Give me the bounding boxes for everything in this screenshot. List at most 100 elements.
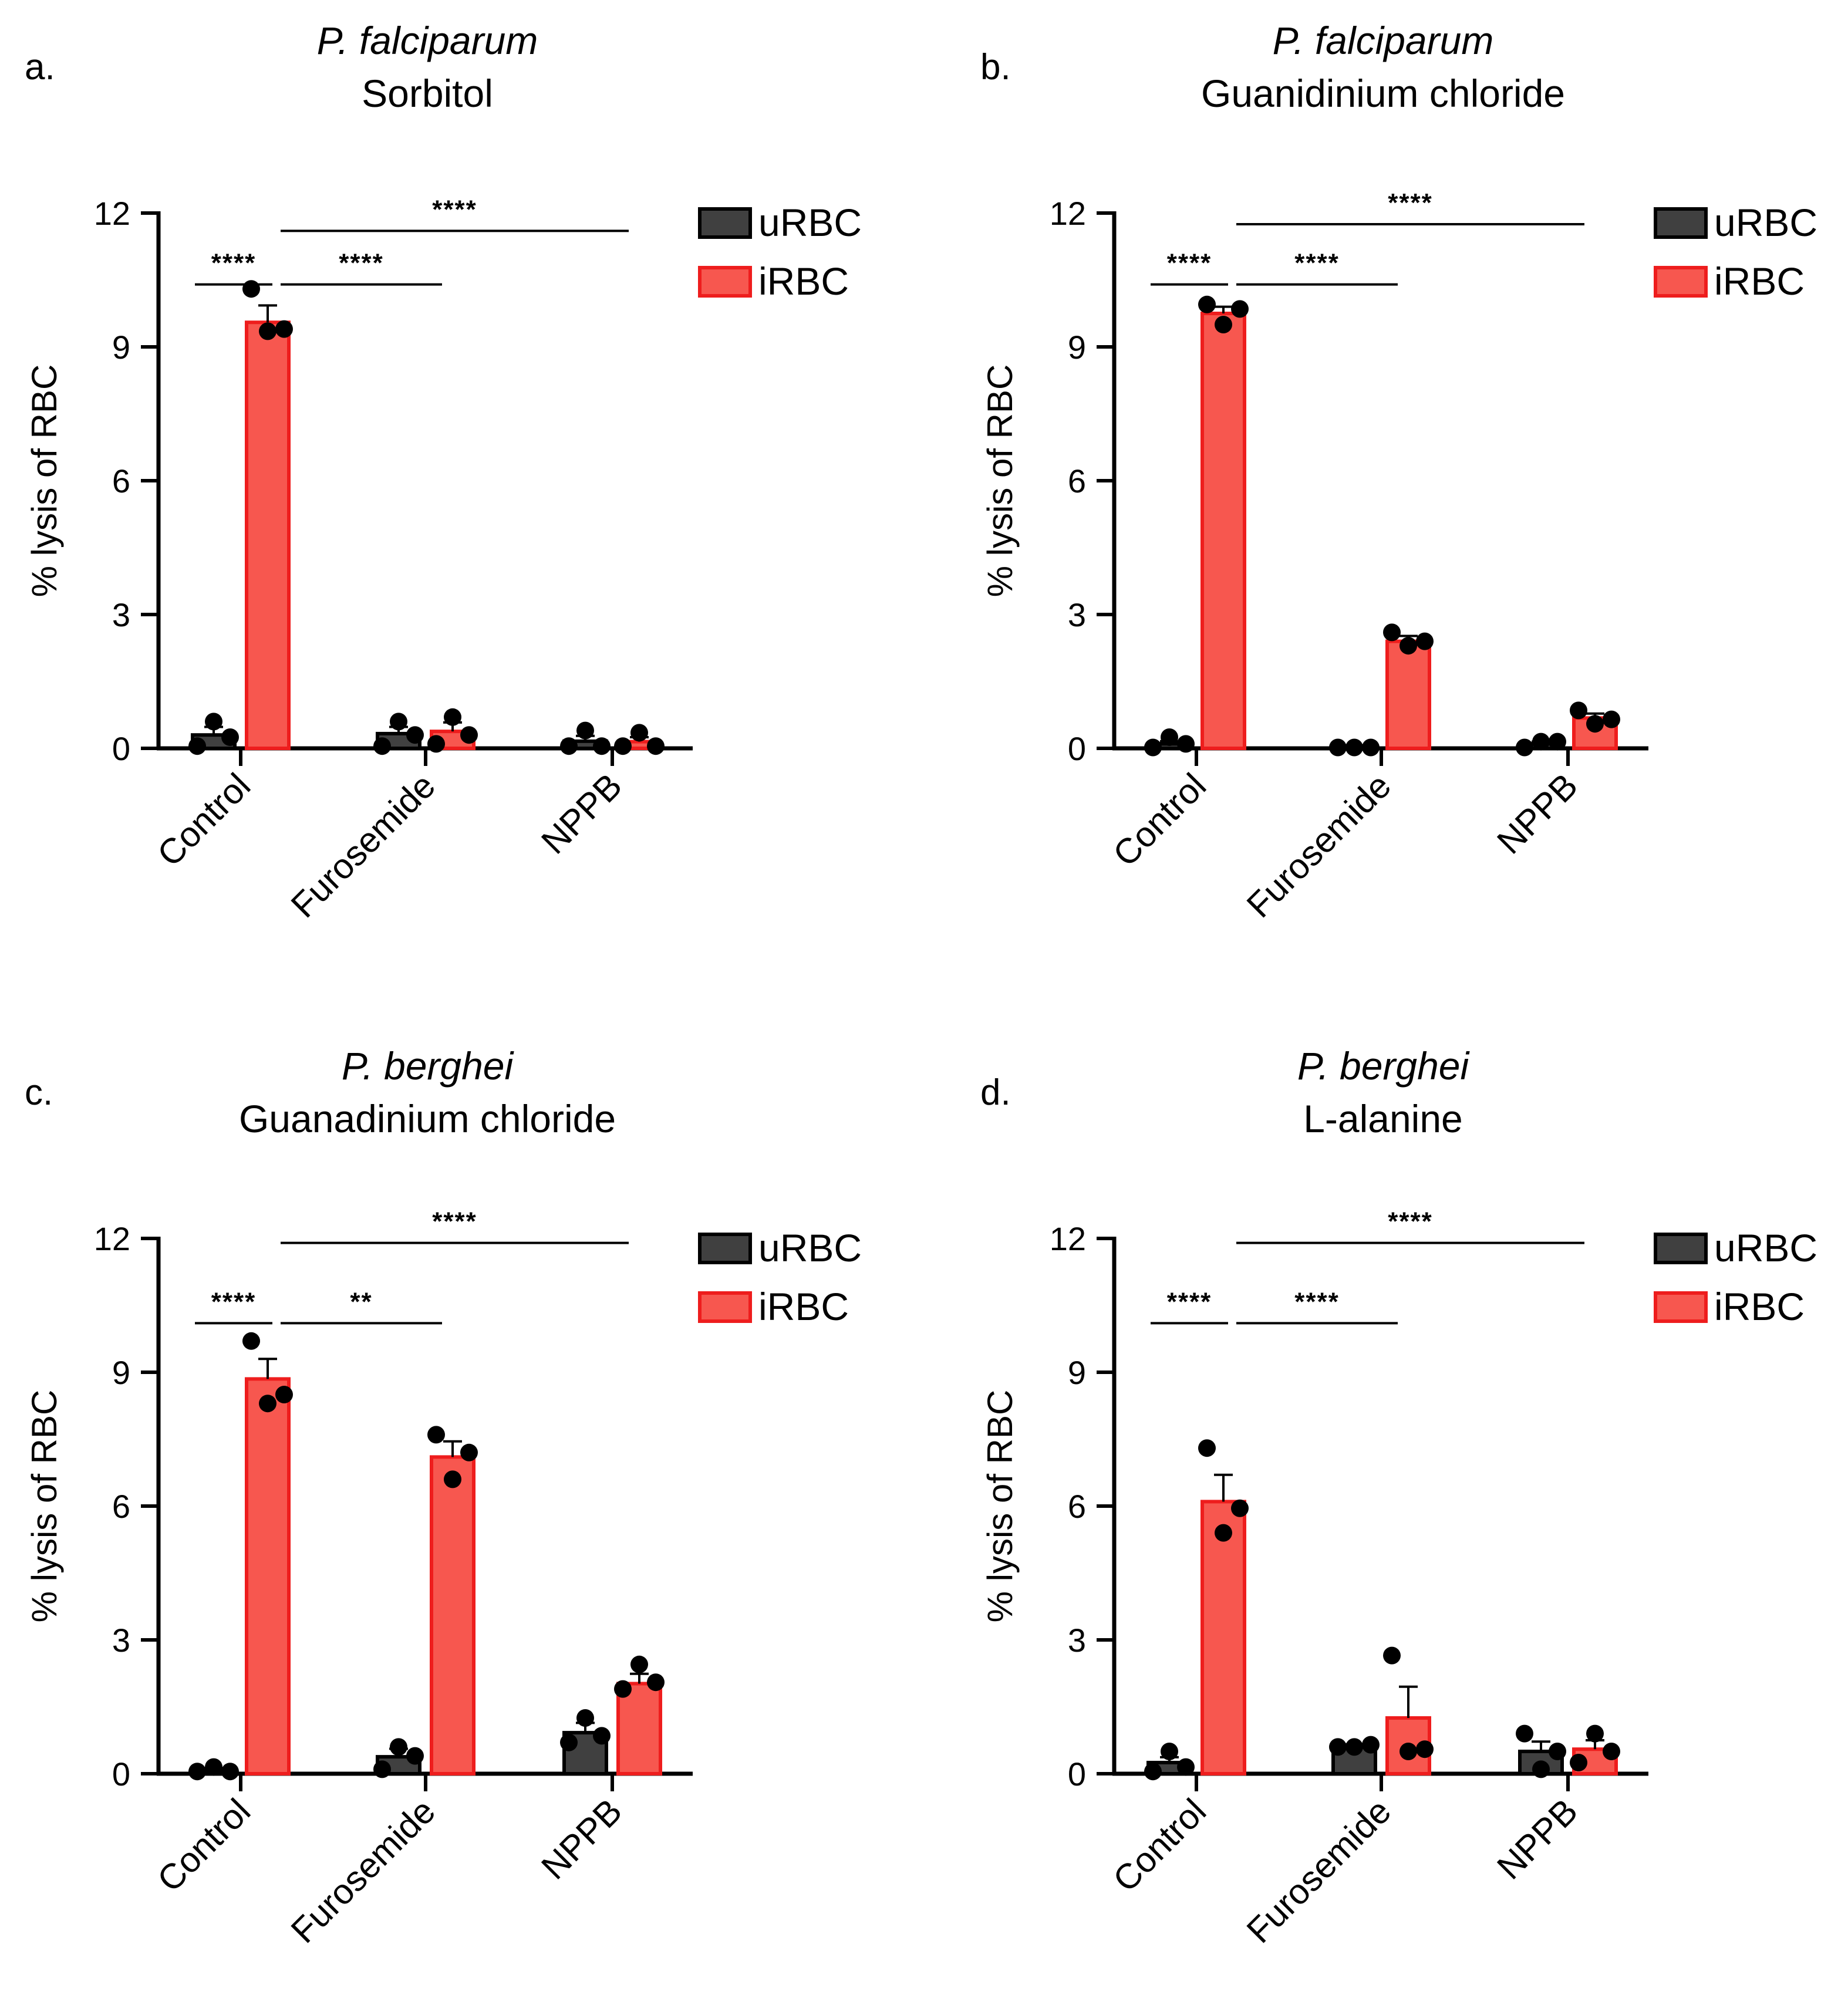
y-tick-label: 0 (112, 730, 130, 767)
x-category-label: NPPB (534, 766, 629, 862)
y-tick-label: 3 (112, 1622, 130, 1659)
x-category-label: NPPB (1489, 766, 1585, 862)
data-point (1215, 1524, 1232, 1542)
data-point (259, 1395, 276, 1413)
y-tick-label: 6 (112, 463, 130, 499)
significance-label: **** (1388, 188, 1433, 217)
legend-swatch-uRBC (698, 207, 752, 239)
data-point (1177, 735, 1195, 753)
data-point (1549, 732, 1566, 751)
data-point (1198, 1439, 1216, 1457)
data-point (259, 322, 276, 340)
data-point (630, 1655, 648, 1673)
legend-label-uRBC: uRBC (1714, 201, 1817, 244)
data-point (390, 713, 407, 731)
x-category-label: Furosemide (284, 1791, 443, 1950)
chart-title-species: P. falciparum (1273, 19, 1494, 62)
data-point (1416, 1740, 1434, 1758)
significance-label: **** (432, 1207, 477, 1236)
y-tick-label: 3 (1068, 596, 1086, 633)
data-point (1329, 1738, 1347, 1756)
data-point (1549, 1743, 1566, 1760)
x-category-label: Control (150, 1791, 258, 1899)
chart-panel-d: d. P. berghei L-alanine 0 3 6 9 12 % lysis of RB… (980, 1044, 1817, 1950)
data-point (1532, 732, 1550, 751)
significance-label: **** (1167, 1287, 1212, 1316)
data-point (647, 1673, 665, 1692)
y-tick-label: 12 (1050, 195, 1086, 232)
y-axis-label: % lysis of RBC (980, 364, 1020, 598)
data-point (614, 737, 632, 755)
x-category-label: NPPB (1489, 1791, 1585, 1887)
data-point (576, 1709, 594, 1727)
y-axis-label: % lysis of RBC (25, 364, 64, 598)
legend-swatch-uRBC (698, 1233, 752, 1264)
panel-letter: c. (25, 1072, 53, 1113)
data-point (444, 1470, 461, 1488)
panel-letter: a. (25, 47, 55, 87)
bar-iRBC-control (245, 320, 291, 750)
legend-label-iRBC: iRBC (1714, 259, 1805, 303)
data-point (275, 1386, 293, 1403)
data-point (1383, 1646, 1401, 1665)
chart-title-treatment: Guanidinium chloride (1201, 72, 1565, 115)
data-point (1586, 1724, 1604, 1743)
data-point (242, 280, 260, 298)
data-point (1400, 637, 1417, 655)
data-point (1161, 1743, 1178, 1760)
y-tick-label: 12 (1050, 1220, 1086, 1257)
data-point (1516, 738, 1533, 757)
data-point (560, 1733, 578, 1751)
legend-swatch-iRBC (698, 1291, 752, 1323)
x-category-label: NPPB (534, 1791, 629, 1887)
data-point (221, 728, 239, 746)
data-point (460, 1443, 478, 1461)
x-category-label: Furosemide (1239, 766, 1398, 925)
chart-title-treatment: Guanadinium chloride (239, 1097, 616, 1140)
y-tick-label: 9 (1068, 1354, 1086, 1391)
chart-title-species: P. berghei (342, 1044, 515, 1088)
data-point (1144, 1763, 1162, 1781)
legend-swatch-uRBC (1654, 1233, 1708, 1264)
data-point (1383, 623, 1401, 642)
data-point (221, 1763, 239, 1781)
y-tick-label: 3 (1068, 1622, 1086, 1659)
data-point (1586, 715, 1604, 733)
legend-label-iRBC: iRBC (1714, 1285, 1805, 1328)
y-tick-label: 6 (112, 1488, 130, 1525)
y-axis-label: % lysis of RBC (980, 1390, 1020, 1623)
y-tick-label: 12 (94, 1220, 130, 1257)
data-point (1570, 1754, 1587, 1771)
chart-title-species: P. berghei (1297, 1044, 1471, 1088)
data-point (406, 726, 424, 744)
data-point (1198, 295, 1216, 313)
y-tick-label: 6 (1068, 463, 1086, 499)
chart-title-treatment: Sorbitol (362, 72, 493, 115)
chart-panel-a: a. P. falciparum Sorbitol 0 3 6 9 12 % lysis of … (25, 19, 862, 925)
data-point (427, 735, 445, 753)
data-point (576, 721, 594, 740)
data-point (275, 320, 293, 338)
data-point (1329, 738, 1347, 757)
panel-letter: b. (980, 47, 1011, 87)
y-tick-label: 0 (1068, 730, 1086, 767)
data-point (460, 726, 478, 744)
legend-swatch-iRBC (698, 266, 752, 298)
chart-title-treatment: L-alanine (1303, 1097, 1463, 1140)
chart-title-species: P. falciparum (317, 19, 538, 62)
y-axis-label: % lysis of RBC (25, 1390, 64, 1623)
legend-swatch-uRBC (1654, 207, 1708, 239)
significance-label: **** (1294, 1287, 1340, 1316)
data-point (1161, 728, 1178, 746)
y-tick-label: 6 (1068, 1488, 1086, 1525)
significance-label: **** (339, 249, 384, 278)
data-point (373, 1760, 391, 1778)
significance-label: ** (350, 1287, 372, 1316)
bar-iRBC-control (245, 1377, 291, 1775)
bar-iRBC-furosemide (1385, 639, 1431, 750)
data-point (1362, 738, 1380, 757)
significance-label: **** (1294, 249, 1340, 278)
data-point (1231, 1499, 1249, 1517)
data-point (444, 708, 461, 726)
